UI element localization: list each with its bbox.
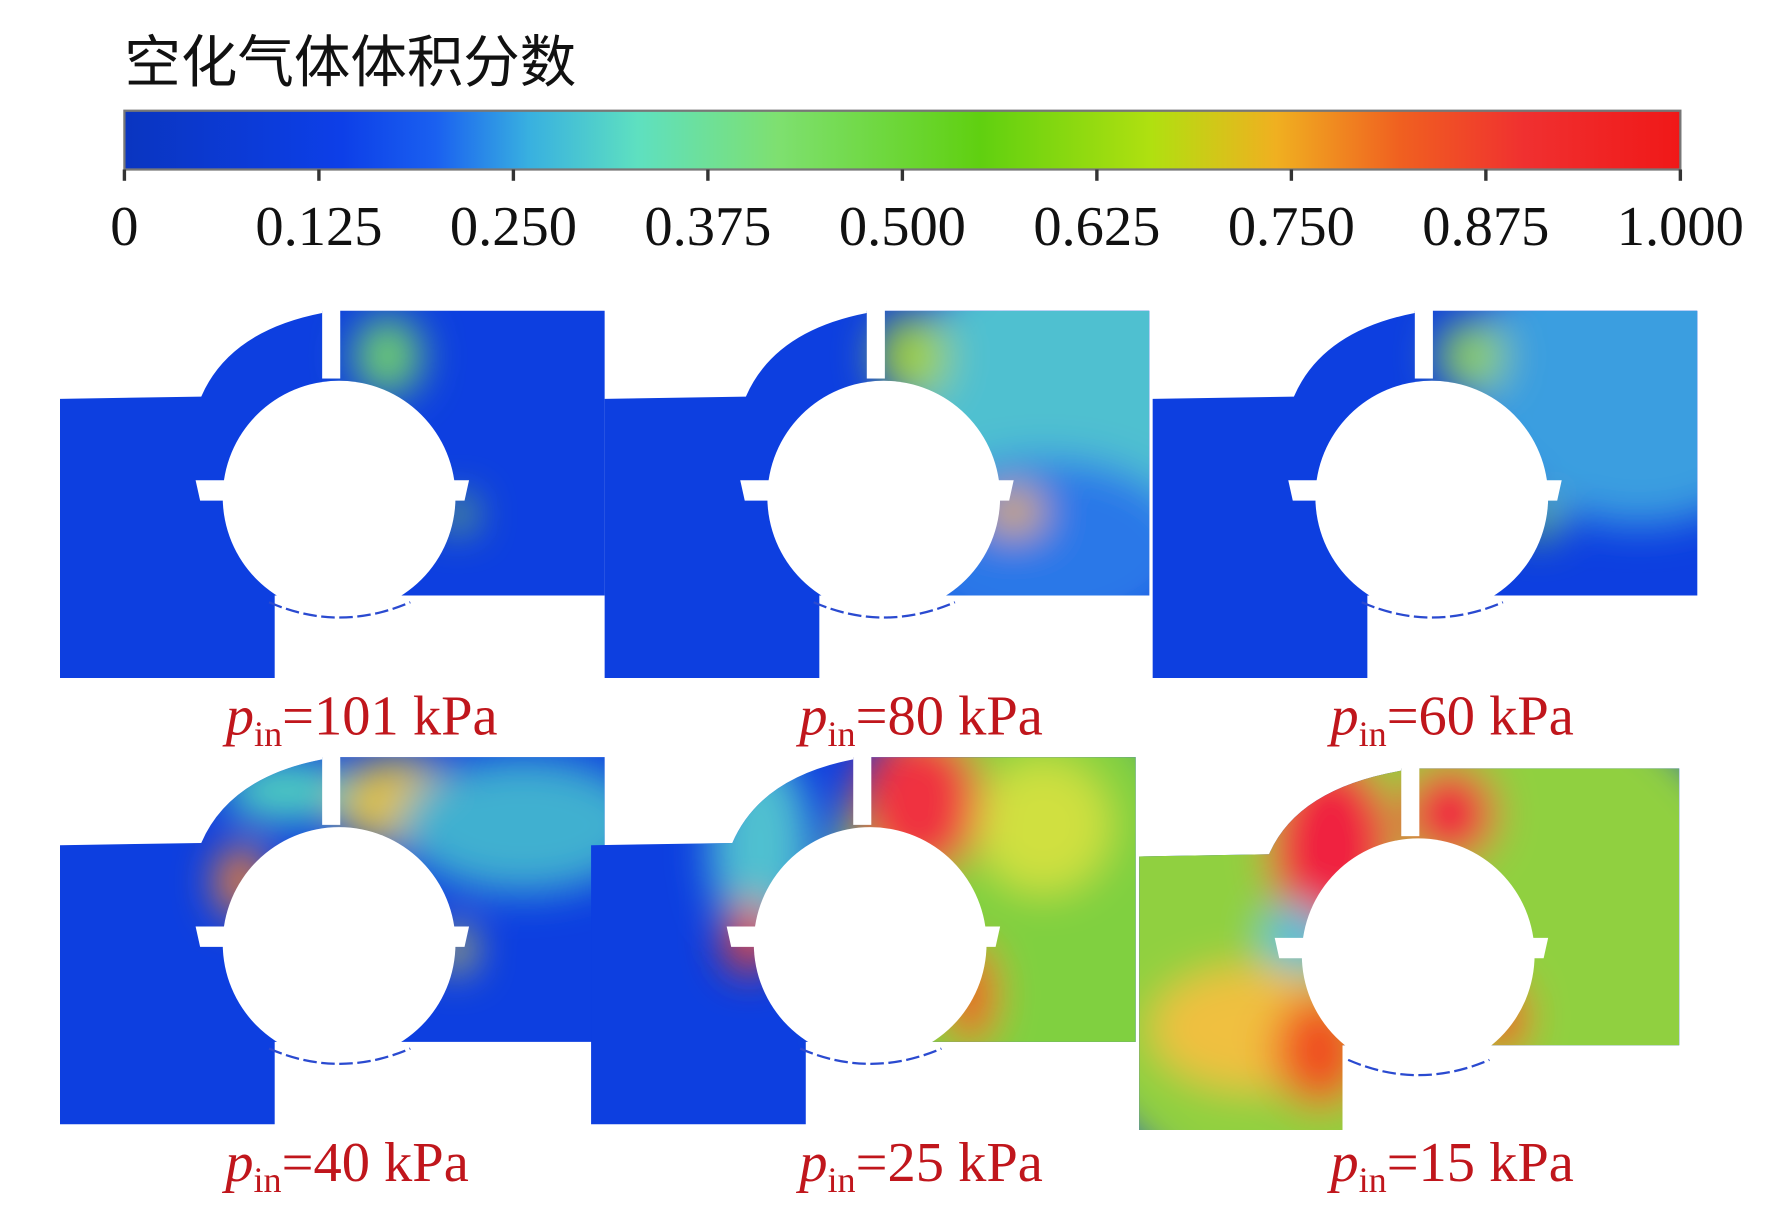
contour-region	[1469, 310, 1698, 526]
panel-label: pin=25 kPa	[795, 1132, 1043, 1200]
label-text: =101 kPa	[282, 685, 497, 747]
slot	[322, 308, 341, 379]
rotor-edge	[268, 601, 411, 619]
rotor	[222, 380, 456, 614]
rotor-edge	[1347, 1058, 1490, 1077]
rotor-edge	[799, 1047, 942, 1065]
label-text: =25 kPa	[856, 1132, 1043, 1194]
contour-region	[353, 316, 422, 396]
tick-label: 0.375	[644, 196, 771, 258]
label-subscript: in	[1359, 714, 1387, 754]
tick-label: 0.625	[1033, 196, 1160, 258]
contour-region	[398, 757, 605, 893]
colorbar	[123, 109, 1682, 171]
tick-label: 0.750	[1228, 196, 1355, 258]
contour-region	[1437, 319, 1506, 393]
rotor	[767, 380, 1001, 614]
panel-label: pin=60 kPa	[1326, 685, 1574, 753]
contour-region	[875, 312, 949, 399]
label-subscript: in	[254, 714, 282, 754]
label-symbol: p	[221, 1132, 253, 1194]
tick-label: 0.125	[255, 196, 382, 258]
label-subscript: in	[1359, 1160, 1387, 1200]
label-text: =80 kPa	[856, 685, 1043, 747]
label-text: =60 kPa	[1387, 685, 1574, 747]
slot	[1414, 308, 1433, 379]
slot	[1401, 766, 1420, 837]
contour-region	[975, 757, 1111, 893]
label-text: =40 kPa	[282, 1132, 469, 1194]
panel-label: pin=80 kPa	[795, 685, 1043, 753]
rotor	[753, 827, 987, 1060]
colorbar-ticks: 0 0.125 0.250 0.375 0.500 0.625 0.750 0.875 1.00…	[110, 169, 1744, 258]
rotor	[1315, 380, 1549, 614]
rotor-edge	[268, 1047, 411, 1065]
colorbar-title: 空化气体体积分数	[124, 30, 576, 95]
rotor-edge	[813, 601, 956, 619]
label-subscript: in	[827, 1160, 855, 1200]
contour-panel	[1152, 308, 1698, 678]
slot	[866, 308, 885, 379]
label-subscript: in	[827, 714, 855, 754]
tick-label: 0.500	[839, 196, 966, 258]
label-symbol: p	[1326, 1132, 1358, 1194]
tick-label: 0.875	[1422, 196, 1549, 258]
label-symbol: p	[795, 1132, 827, 1194]
label-symbol: p	[1326, 685, 1358, 747]
rotor	[222, 827, 456, 1060]
rotor-edge	[1361, 601, 1504, 619]
tick-label: 0	[110, 196, 138, 258]
contour-panel	[60, 308, 605, 678]
contour-panel	[60, 754, 605, 1125]
tick-label: 1.000	[1617, 196, 1744, 258]
contour-panel	[604, 308, 1150, 678]
label-symbol: p	[222, 685, 254, 747]
tick-label: 0.250	[450, 196, 577, 258]
label-text: =15 kPa	[1387, 1132, 1574, 1194]
panel-label: pin=40 kPa	[221, 1132, 469, 1200]
label-symbol: p	[795, 685, 827, 747]
panel-label: pin=101 kPa	[222, 685, 498, 753]
label-subscript: in	[253, 1160, 281, 1200]
slot	[853, 754, 872, 825]
slot	[322, 754, 341, 825]
rotor	[1301, 838, 1535, 1072]
panel-label: pin=15 kPa	[1326, 1132, 1574, 1200]
contour-region	[1404, 768, 1496, 862]
